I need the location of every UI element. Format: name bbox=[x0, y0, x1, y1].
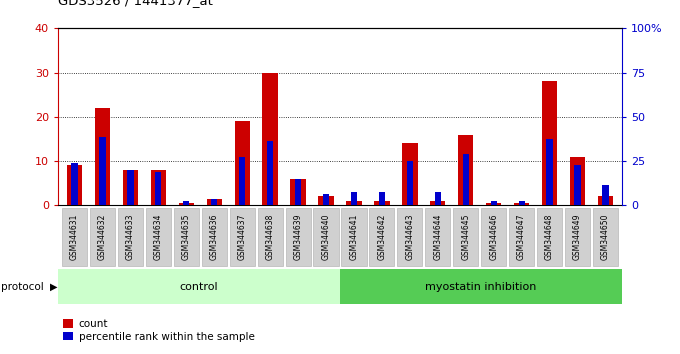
Bar bbox=[351, 192, 357, 205]
FancyBboxPatch shape bbox=[537, 208, 562, 267]
Bar bbox=[514, 203, 529, 205]
Bar bbox=[430, 201, 445, 205]
Text: GSM344641: GSM344641 bbox=[350, 214, 358, 261]
Bar bbox=[602, 185, 609, 205]
Bar bbox=[183, 201, 190, 205]
Bar bbox=[402, 143, 418, 205]
Text: GSM344639: GSM344639 bbox=[294, 214, 303, 261]
Bar bbox=[598, 196, 613, 205]
Bar bbox=[435, 192, 441, 205]
Text: GSM344642: GSM344642 bbox=[377, 214, 386, 261]
Bar bbox=[127, 170, 133, 205]
Bar bbox=[239, 156, 245, 205]
Text: GSM344648: GSM344648 bbox=[545, 214, 554, 261]
Bar bbox=[458, 135, 473, 205]
FancyBboxPatch shape bbox=[425, 208, 450, 267]
Bar bbox=[267, 141, 273, 205]
Text: GSM344640: GSM344640 bbox=[322, 214, 330, 261]
Text: GSM344632: GSM344632 bbox=[98, 214, 107, 261]
Bar bbox=[155, 172, 161, 205]
FancyBboxPatch shape bbox=[340, 269, 622, 304]
Bar bbox=[235, 121, 250, 205]
FancyBboxPatch shape bbox=[118, 208, 143, 267]
Legend: count, percentile rank within the sample: count, percentile rank within the sample bbox=[63, 319, 254, 342]
FancyBboxPatch shape bbox=[509, 208, 534, 267]
FancyBboxPatch shape bbox=[258, 208, 283, 267]
Text: GSM344636: GSM344636 bbox=[209, 214, 219, 261]
FancyBboxPatch shape bbox=[341, 208, 367, 267]
Bar bbox=[99, 137, 105, 205]
Bar bbox=[179, 203, 194, 205]
FancyBboxPatch shape bbox=[397, 208, 422, 267]
Text: GSM344643: GSM344643 bbox=[405, 214, 414, 261]
Text: protocol: protocol bbox=[1, 282, 44, 292]
Bar bbox=[318, 196, 334, 205]
Bar bbox=[407, 161, 413, 205]
Bar bbox=[570, 156, 585, 205]
Bar bbox=[295, 179, 301, 205]
FancyBboxPatch shape bbox=[286, 208, 311, 267]
Text: GSM344633: GSM344633 bbox=[126, 214, 135, 261]
Bar bbox=[462, 154, 469, 205]
Bar bbox=[519, 201, 525, 205]
Bar bbox=[262, 73, 278, 205]
Bar bbox=[71, 163, 78, 205]
FancyBboxPatch shape bbox=[369, 208, 394, 267]
Text: GSM344644: GSM344644 bbox=[433, 214, 442, 261]
FancyBboxPatch shape bbox=[202, 208, 227, 267]
FancyBboxPatch shape bbox=[313, 208, 339, 267]
FancyBboxPatch shape bbox=[146, 208, 171, 267]
Text: GSM344647: GSM344647 bbox=[517, 214, 526, 261]
FancyBboxPatch shape bbox=[453, 208, 478, 267]
Bar bbox=[123, 170, 138, 205]
Text: myostatin inhibition: myostatin inhibition bbox=[426, 282, 537, 292]
Text: control: control bbox=[180, 282, 218, 292]
Bar bbox=[575, 166, 581, 205]
Bar bbox=[151, 170, 166, 205]
Bar bbox=[95, 108, 110, 205]
Bar bbox=[211, 199, 218, 205]
Text: GSM344631: GSM344631 bbox=[70, 214, 79, 261]
FancyBboxPatch shape bbox=[593, 208, 618, 267]
Bar bbox=[323, 194, 329, 205]
FancyBboxPatch shape bbox=[90, 208, 115, 267]
Text: GSM344645: GSM344645 bbox=[461, 214, 471, 261]
Text: GSM344646: GSM344646 bbox=[489, 214, 498, 261]
Bar bbox=[486, 203, 501, 205]
Text: ▶: ▶ bbox=[50, 282, 57, 292]
Text: GSM344649: GSM344649 bbox=[573, 214, 582, 261]
Bar bbox=[547, 139, 553, 205]
Text: GSM344638: GSM344638 bbox=[266, 214, 275, 261]
FancyBboxPatch shape bbox=[62, 208, 87, 267]
Bar bbox=[207, 199, 222, 205]
Text: GDS3526 / 1441377_at: GDS3526 / 1441377_at bbox=[58, 0, 213, 7]
Bar bbox=[374, 201, 390, 205]
Bar bbox=[490, 201, 497, 205]
Bar bbox=[346, 201, 362, 205]
Text: GSM344635: GSM344635 bbox=[182, 214, 191, 261]
Bar bbox=[379, 192, 385, 205]
FancyBboxPatch shape bbox=[174, 208, 199, 267]
FancyBboxPatch shape bbox=[565, 208, 590, 267]
FancyBboxPatch shape bbox=[58, 269, 340, 304]
Bar bbox=[67, 166, 82, 205]
Text: GSM344634: GSM344634 bbox=[154, 214, 163, 261]
Text: GSM344637: GSM344637 bbox=[238, 214, 247, 261]
Bar bbox=[542, 81, 557, 205]
Text: GSM344650: GSM344650 bbox=[601, 214, 610, 261]
FancyBboxPatch shape bbox=[230, 208, 255, 267]
Bar bbox=[290, 179, 306, 205]
FancyBboxPatch shape bbox=[481, 208, 506, 267]
